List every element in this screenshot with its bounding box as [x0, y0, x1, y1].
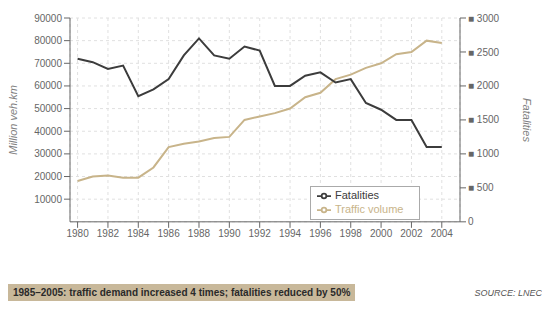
svg-text:■ 1500: ■ 1500 [468, 114, 500, 125]
svg-text:1994: 1994 [279, 228, 302, 239]
svg-text:■ 2000: ■ 2000 [468, 80, 500, 91]
svg-text:Million veh.km: Million veh.km [8, 85, 19, 155]
svg-text:1986: 1986 [158, 228, 181, 239]
svg-text:30000: 30000 [34, 148, 62, 159]
svg-text:2002: 2002 [400, 228, 423, 239]
svg-text:1980: 1980 [66, 228, 89, 239]
svg-text:1996: 1996 [309, 228, 332, 239]
svg-text:2004: 2004 [431, 228, 454, 239]
svg-text:1982: 1982 [97, 228, 120, 239]
svg-text:20000: 20000 [34, 171, 62, 182]
html-text:Fatalities: Fatalities [335, 189, 379, 201]
svg-text:70000: 70000 [34, 58, 62, 69]
svg-text:■ 2500: ■ 2500 [468, 47, 500, 58]
svg-text:1984: 1984 [127, 228, 150, 239]
svg-text:50000: 50000 [34, 103, 62, 114]
svg-text:10000: 10000 [34, 194, 62, 205]
html-text:Traffic volume: Traffic volume [335, 203, 404, 216]
svg-text:■ 3000: ■ 3000 [468, 13, 500, 24]
svg-text:Fatalities: Fatalities [521, 98, 533, 143]
svg-text:90000: 90000 [34, 13, 62, 24]
svg-text:2000: 2000 [370, 228, 393, 239]
html-text:SOURCE: LNEC: SOURCE: LNEC [474, 287, 542, 298]
html-text:1985–2005: traffic demand incr: 1985–2005: traffic demand increased 4 ti… [13, 287, 351, 298]
svg-text:80000: 80000 [34, 35, 62, 46]
svg-text:1990: 1990 [218, 228, 241, 239]
svg-text:0: 0 [468, 216, 474, 227]
svg-text:1992: 1992 [249, 228, 272, 239]
svg-text:40000: 40000 [34, 126, 62, 137]
svg-text:■ 1000: ■ 1000 [468, 148, 500, 159]
svg-text:60000: 60000 [34, 80, 62, 91]
svg-text:1998: 1998 [340, 228, 363, 239]
svg-text:1988: 1988 [188, 228, 211, 239]
svg-text:■ 500: ■ 500 [468, 182, 494, 193]
